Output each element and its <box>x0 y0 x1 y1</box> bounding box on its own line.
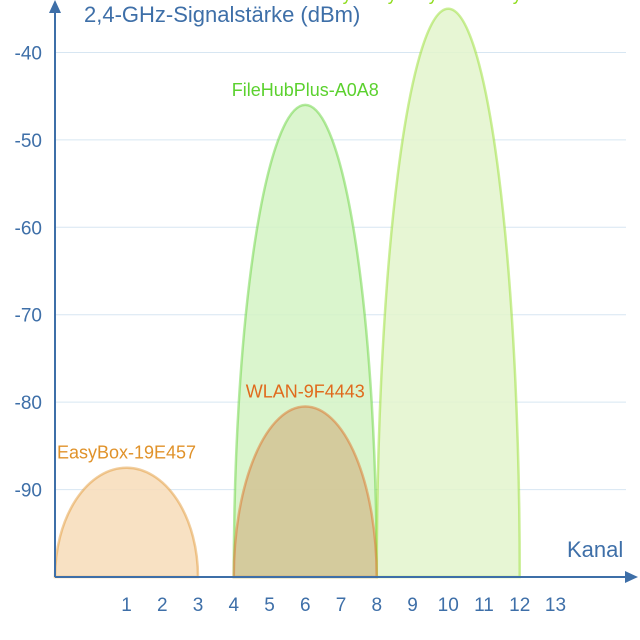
x-tick-label: 8 <box>371 595 382 616</box>
x-tick-label: 11 <box>474 595 494 616</box>
network-area <box>375 7 522 579</box>
y-tick-label: -40 <box>15 43 42 64</box>
network-label: EasyBox-19E457 <box>57 443 196 463</box>
y-tick-label: -50 <box>15 131 42 152</box>
network-area <box>53 466 200 579</box>
network-label: WLAN-9F4443 <box>246 382 365 402</box>
network-areas <box>53 7 522 579</box>
network-area <box>232 405 379 579</box>
x-tick-label: 13 <box>545 595 566 616</box>
network-label: CyberdyneSystems-Skynet24 <box>330 0 567 4</box>
x-tick-label: 9 <box>407 595 418 616</box>
y-axis-arrow <box>49 0 61 13</box>
axis-tick-labels: -40-50-60-70-80-901 2 3 4 5 6 7 8 9 10 11 12 13 <box>15 43 567 616</box>
y-tick-label: -80 <box>15 393 42 414</box>
axes <box>49 0 638 583</box>
network-label: FileHubPlus-A0A8 <box>232 80 379 100</box>
x-tick-label: 2 <box>157 595 168 616</box>
y-tick-label: -70 <box>15 306 42 327</box>
x-tick-label: 1 <box>121 595 132 616</box>
x-tick-label: 6 <box>300 595 311 616</box>
x-tick-label: 5 <box>264 595 275 616</box>
x-axis-arrow <box>625 571 638 583</box>
x-tick-label: 12 <box>509 595 530 616</box>
x-axis-title: Kanal <box>567 537 623 562</box>
y-tick-label: -90 <box>15 481 42 502</box>
y-tick-label: -60 <box>15 218 42 239</box>
x-tick-label: 4 <box>228 595 239 616</box>
network-labels: EasyBox-19E457 FileHubPlus-A0A8 CyberdyneS… <box>57 0 567 463</box>
chart-title: 2,4-GHz-Signalstärke (dBm) <box>84 2 360 27</box>
x-tick-label: 7 <box>336 595 347 616</box>
x-tick-label: 10 <box>438 595 459 616</box>
x-tick-label: 3 <box>193 595 204 616</box>
